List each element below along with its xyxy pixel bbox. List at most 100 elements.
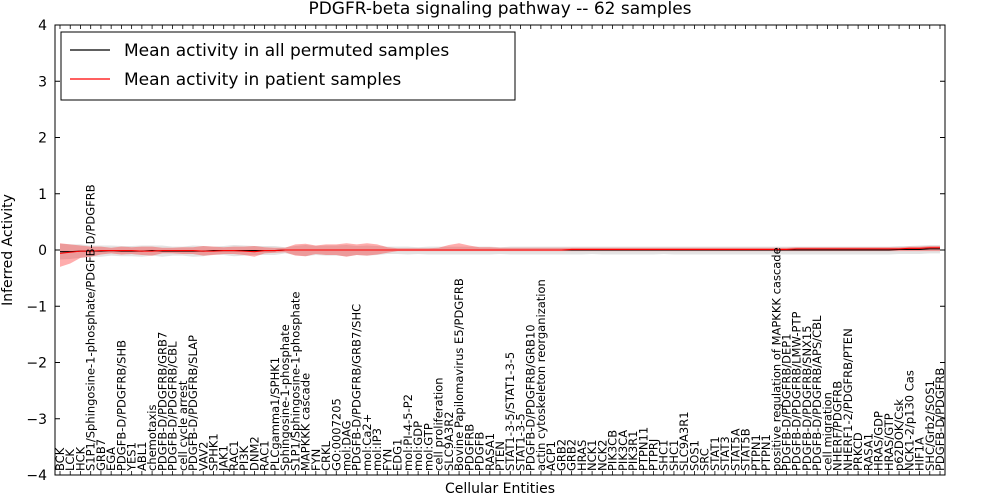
- category-label: SLC9A3R2: [442, 411, 456, 471]
- category-label: DNM2: [247, 436, 261, 471]
- category-label: YES1: [125, 442, 139, 472]
- lines-layer: [59, 247, 940, 254]
- category-label: GRB2: [565, 439, 579, 471]
- legend-label-patient: Mean activity in patient samples: [124, 70, 401, 90]
- category-label: NCK2: [595, 440, 609, 472]
- category-labels: BCKLCKHCKS1P1/Sphingosine-1-phosphate/PD…: [53, 184, 947, 472]
- category-label: PTEN: [493, 441, 507, 471]
- category-label: PRKCD: [851, 432, 865, 471]
- category-label: BCK: [53, 447, 67, 471]
- category-label: NHERF1-2/PDGFRB/PTEN: [841, 328, 855, 471]
- category-label: S1P1/Sphingosine-1-phosphate/PDGFB-D/PDG…: [84, 184, 98, 471]
- category-label: RAC1: [227, 440, 241, 471]
- category-label: FYN: [309, 449, 323, 471]
- chart-title: PDGFR-beta signaling pathway -- 62 sampl…: [308, 0, 691, 19]
- category-label: SRC: [698, 448, 712, 471]
- y-tick-label: 2: [38, 131, 47, 147]
- category-label: cell cycle arrest: [176, 380, 190, 471]
- category-label: CRKL: [319, 440, 333, 471]
- y-tick-label: 0: [38, 243, 47, 259]
- category-label: PDGFB-D/PDGFRB/SHB: [114, 340, 128, 471]
- category-label: LCK: [63, 449, 77, 471]
- category-label: PIK3R1: [626, 431, 640, 472]
- category-label: mol:PI-4-5-P2: [401, 394, 415, 471]
- category-label: NCK1-2/p130 Cas: [902, 370, 916, 471]
- category-label: GRB7: [94, 439, 108, 471]
- category-label: PDGFB-D/PDGFRB: [933, 368, 947, 471]
- category-label: PDGFB-D/PDGFRB/SLAP: [186, 335, 200, 471]
- category-label: ABL1: [135, 442, 149, 471]
- category-label: SOS1: [687, 440, 701, 471]
- category-label: MAPKKK cascade: [299, 373, 313, 471]
- category-label: PTPN1: [759, 434, 773, 471]
- y-tick-label: −3: [26, 412, 47, 428]
- category-label: STAT5B: [739, 428, 753, 471]
- category-label: HCK: [73, 446, 87, 471]
- category-label: STAT3: [718, 436, 732, 471]
- category-label: PDGFB-D/PDGFRB/CBL: [166, 341, 180, 471]
- category-label: PDGFB-D/PDGFRB/SNX15: [800, 325, 814, 471]
- category-label: STAT1-3-5/STAT1-3-5: [503, 352, 517, 471]
- category-label: HIF1A: [913, 437, 927, 471]
- y-tick-label: 4: [38, 18, 47, 34]
- category-label: actin cytoskeleton reorganization: [534, 279, 548, 471]
- category-label: PDGFB: [473, 432, 487, 471]
- category-label: NCK1: [585, 440, 599, 472]
- category-label: SLC9A3R1: [677, 411, 691, 471]
- band-permuted: [60, 243, 940, 260]
- category-label: RASA1: [861, 433, 875, 471]
- category-label: ACP1: [544, 441, 558, 471]
- category-label: Sphingosine-1-phosphate: [278, 324, 292, 471]
- x-axis-label: Cellular Entities: [445, 481, 555, 497]
- category-label: PIK3CB: [606, 430, 620, 471]
- y-axis-label: Inferred Activity: [0, 194, 16, 306]
- y-tick-label: −4: [26, 468, 47, 484]
- category-label: cell migration: [820, 392, 834, 471]
- category-label: PTPN1: [749, 434, 763, 471]
- category-label: JAK1: [217, 445, 231, 472]
- category-label: Bovine Papilomavirus E5/PDGFRB: [452, 278, 466, 471]
- category-label: HRAS/GDP: [872, 411, 886, 471]
- category-label: EDG1: [391, 439, 405, 471]
- x-axis-ticks: [59, 25, 941, 475]
- category-label: PDGFB-D/PDGFRB/APS/CBL: [810, 315, 824, 471]
- category-label: NHERF/PDGFRB: [831, 381, 845, 471]
- category-label: HRAS/GTP: [882, 413, 896, 471]
- legend-box: [60, 31, 516, 101]
- legend: Mean activity in all permuted samples Me…: [60, 31, 516, 101]
- category-label: EGA: [104, 447, 118, 471]
- category-label: GRB2: [554, 439, 568, 471]
- category-label: mol:GTP: [421, 423, 435, 471]
- category-label: cell proliferation: [432, 377, 446, 471]
- category-label: PDGFB-D/PDGFRB/GRB7/SHC: [350, 304, 364, 471]
- category-label: PTPRJ: [646, 439, 660, 471]
- category-label: SHC1: [657, 440, 671, 471]
- category-label: HRAS: [575, 440, 589, 471]
- category-label: GO:0007205: [329, 398, 343, 471]
- category-label: positive regulation of MAPKKK cascade: [769, 247, 783, 471]
- category-label: SHC1: [667, 440, 681, 471]
- category-label: PIK3CA: [616, 430, 630, 471]
- category-label: PLCgamma1/SPHK1: [268, 357, 282, 471]
- category-label: STAT1: [708, 436, 722, 471]
- category-label: mol:DAG: [340, 420, 354, 471]
- category-label: PDGFB-D/PDGFRB/GRB10: [524, 324, 538, 471]
- category-label: PI3K: [237, 445, 251, 471]
- category-label: SPHK1: [206, 433, 220, 471]
- category-label: RASA1: [483, 433, 497, 471]
- category-label: PTPN11: [636, 427, 650, 471]
- category-label: mol:Ca2+: [360, 414, 374, 471]
- y-axis: −4 −3 −2 −1 0 1 2 3 4: [26, 18, 945, 484]
- y-tick-label: −1: [26, 299, 47, 315]
- category-label: PDGFB-D/PDGFRB/LMW-PTP: [790, 312, 804, 471]
- category-label: mol:GDP: [411, 421, 425, 471]
- y-tick-label: 3: [38, 74, 47, 90]
- y-tick-label: 1: [38, 187, 47, 203]
- category-label: FYN: [380, 449, 394, 471]
- category-label: S1P1/Sphingosine-1-phosphate: [288, 292, 302, 471]
- category-label: PDGFB-D/PDGFRB/DEP1: [780, 333, 794, 471]
- category-label: chemotaxis: [145, 405, 159, 471]
- category-label: RAC1: [258, 440, 272, 471]
- category-label: SHC/Grb2/SOS1: [923, 380, 937, 471]
